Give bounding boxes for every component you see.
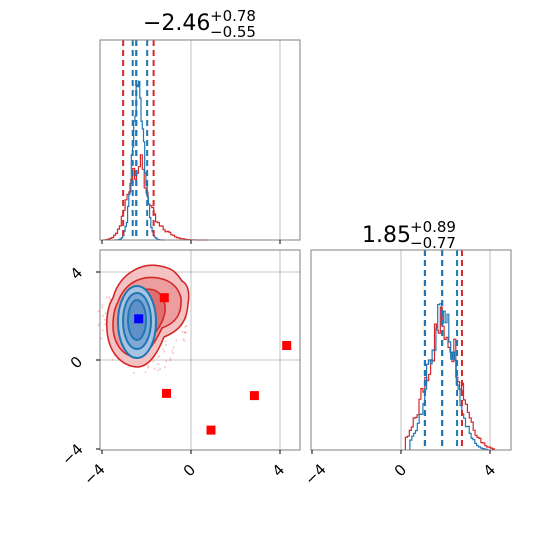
sample-dot <box>144 371 147 374</box>
sample-dot <box>183 339 186 342</box>
param2-title: 1.85 <box>362 223 411 248</box>
sample-dot <box>162 348 165 351</box>
x-tick-label: 0 <box>180 461 199 480</box>
y-tick-label: −4 <box>58 440 86 468</box>
sample-dot <box>153 367 156 370</box>
sample-dot <box>159 368 162 370</box>
x-tick-label: −4 <box>301 460 329 488</box>
sample-dot <box>175 339 178 342</box>
param1-lower-error: −0.55 <box>210 23 256 41</box>
sample-dot <box>181 330 184 333</box>
sample-dot <box>157 369 160 372</box>
sample-dot <box>147 365 149 367</box>
blue-histogram-series <box>409 303 489 450</box>
sample-dot <box>185 331 188 334</box>
sample-dot <box>101 329 104 332</box>
sample-dot <box>97 310 100 313</box>
red-histogram-series <box>103 154 209 241</box>
sample-dot <box>158 355 161 358</box>
red-histogram-series <box>404 306 495 450</box>
sample-dot <box>172 346 175 349</box>
red-square-marker <box>282 341 292 350</box>
sample-dot <box>185 324 188 327</box>
sample-dot <box>101 304 104 307</box>
y-tick-label: 4 <box>67 264 86 283</box>
red-square-marker <box>162 388 171 398</box>
sample-dot <box>171 351 174 354</box>
param2-upper-error: +0.89 <box>410 218 456 236</box>
param1-upper-error: +0.78 <box>210 7 256 25</box>
sample-dot <box>164 344 167 346</box>
sample-dot <box>184 331 186 334</box>
sample-dot <box>163 350 166 353</box>
sample-dot <box>165 360 168 363</box>
param2-histogram-panel: −4 0 4 1.85 +0.89 −0.77 <box>301 218 512 489</box>
param1-histogram-panel: −2.46 +0.78 −0.55 <box>99 7 301 244</box>
sample-dot <box>171 349 174 352</box>
red-square-marker <box>249 391 259 401</box>
sample-dot <box>183 331 186 334</box>
panel-frame <box>99 249 301 451</box>
sample-dot <box>165 340 167 343</box>
sample-dot <box>157 363 160 366</box>
sample-dot <box>105 296 108 299</box>
sample-dot <box>147 366 150 369</box>
panel-frame <box>310 249 512 451</box>
sample-dot <box>100 337 103 340</box>
sample-dot <box>104 323 107 326</box>
x-tick-label: −4 <box>80 460 108 488</box>
sample-dot <box>164 366 167 369</box>
sample-dot <box>97 324 100 327</box>
sample-dot <box>111 358 114 361</box>
sample-dot <box>101 314 104 317</box>
blue-square-marker <box>134 314 144 324</box>
sample-dot <box>108 296 111 299</box>
sample-dot <box>105 312 107 315</box>
x-tick-label: 4 <box>480 461 499 480</box>
sample-dot <box>156 356 159 359</box>
panel-frame <box>99 39 301 241</box>
x-tick-label: 0 <box>391 461 410 480</box>
sample-dot <box>103 318 106 321</box>
sample-dot <box>101 306 104 309</box>
y-tick-label: 0 <box>67 353 86 372</box>
joint-scatter-panel: −4 0 4 −4 0 4 <box>58 249 301 489</box>
sample-dot <box>152 360 155 363</box>
sample-dot <box>169 359 172 362</box>
sample-dot <box>133 371 135 374</box>
red-square-marker <box>206 425 216 435</box>
sample-dot <box>169 357 172 360</box>
sample-dot <box>182 338 185 341</box>
param2-lower-error: −0.77 <box>410 234 456 252</box>
sample-dot <box>184 325 187 328</box>
red-square-marker <box>159 293 169 303</box>
x-tick-label: 4 <box>269 461 288 480</box>
param1-title: −2.46 <box>143 11 210 36</box>
